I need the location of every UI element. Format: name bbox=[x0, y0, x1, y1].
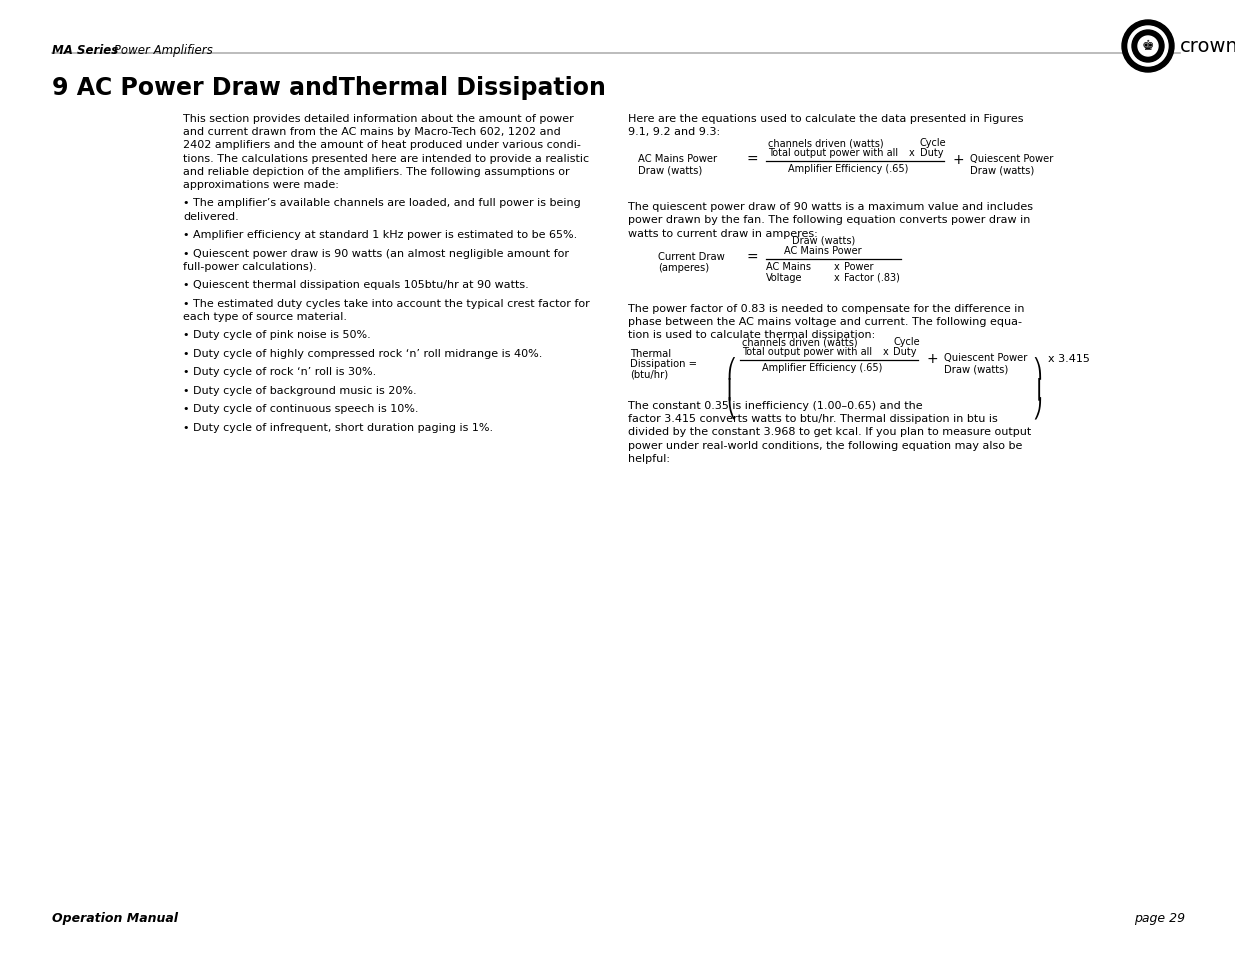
Text: delivered.: delivered. bbox=[183, 212, 238, 221]
Text: tions. The calculations presented here are intended to provide a realistic: tions. The calculations presented here a… bbox=[183, 153, 589, 163]
Text: helpful:: helpful: bbox=[629, 454, 671, 463]
Text: crown: crown bbox=[1179, 37, 1235, 56]
Text: channels driven (watts): channels driven (watts) bbox=[768, 138, 883, 148]
Text: ♚: ♚ bbox=[1141, 39, 1155, 53]
Text: Total output power with all: Total output power with all bbox=[768, 148, 898, 158]
Text: page 29: page 29 bbox=[1134, 911, 1186, 924]
Text: Draw (watts): Draw (watts) bbox=[944, 364, 1008, 374]
Text: 2402 amplifiers and the amount of heat produced under various condi-: 2402 amplifiers and the amount of heat p… bbox=[183, 140, 580, 151]
Text: The quiescent power draw of 90 watts is a maximum value and includes: The quiescent power draw of 90 watts is … bbox=[629, 202, 1032, 212]
Circle shape bbox=[1123, 21, 1174, 73]
Text: • Quiescent power draw is 90 watts (an almost negligible amount for: • Quiescent power draw is 90 watts (an a… bbox=[183, 249, 569, 258]
Text: Power: Power bbox=[844, 261, 873, 272]
Text: x: x bbox=[883, 347, 889, 356]
Text: • Duty cycle of continuous speech is 10%.: • Duty cycle of continuous speech is 10%… bbox=[183, 404, 419, 414]
Text: Amplifier Efficiency (.65): Amplifier Efficiency (.65) bbox=[762, 363, 882, 373]
Text: • The amplifier’s available channels are loaded, and full power is being: • The amplifier’s available channels are… bbox=[183, 198, 580, 209]
Text: x: x bbox=[834, 273, 840, 282]
Text: phase between the AC mains voltage and current. The following equa-: phase between the AC mains voltage and c… bbox=[629, 316, 1023, 327]
Text: Dissipation =: Dissipation = bbox=[630, 358, 697, 369]
Text: 9 AC Power Draw andThermal Dissipation: 9 AC Power Draw andThermal Dissipation bbox=[52, 76, 606, 100]
Text: divided by the constant 3.968 to get kcal. If you plan to measure output: divided by the constant 3.968 to get kca… bbox=[629, 427, 1031, 437]
Text: Power Amplifiers: Power Amplifiers bbox=[110, 44, 212, 57]
Text: • Duty cycle of infrequent, short duration paging is 1%.: • Duty cycle of infrequent, short durati… bbox=[183, 422, 493, 433]
Text: Amplifier Efficiency (.65): Amplifier Efficiency (.65) bbox=[788, 164, 909, 174]
Circle shape bbox=[1128, 27, 1168, 67]
Text: Duty: Duty bbox=[893, 347, 916, 356]
Text: ⎞
⎟
⎠: ⎞ ⎟ ⎠ bbox=[1032, 356, 1042, 419]
Text: Quiescent Power: Quiescent Power bbox=[969, 154, 1053, 164]
Text: =: = bbox=[746, 153, 757, 167]
Circle shape bbox=[1132, 30, 1165, 63]
Text: ⎛
⎜
⎝: ⎛ ⎜ ⎝ bbox=[726, 356, 736, 419]
Text: each type of source material.: each type of source material. bbox=[183, 312, 347, 322]
Text: Draw (watts): Draw (watts) bbox=[638, 165, 703, 175]
Text: x: x bbox=[834, 261, 840, 272]
Text: Operation Manual: Operation Manual bbox=[52, 911, 178, 924]
Text: Cycle: Cycle bbox=[893, 336, 920, 347]
Text: approximations were made:: approximations were made: bbox=[183, 180, 338, 190]
Text: • The estimated duty cycles take into account the typical crest factor for: • The estimated duty cycles take into ac… bbox=[183, 298, 590, 309]
Text: MA Series: MA Series bbox=[52, 44, 119, 57]
Text: (amperes): (amperes) bbox=[658, 262, 709, 273]
Text: Cycle: Cycle bbox=[920, 138, 946, 148]
Text: Current Draw: Current Draw bbox=[658, 252, 725, 261]
Text: x: x bbox=[909, 148, 915, 158]
Text: and reliable depiction of the amplifiers. The following assumptions or: and reliable depiction of the amplifiers… bbox=[183, 167, 569, 176]
Text: watts to current draw in amperes:: watts to current draw in amperes: bbox=[629, 229, 818, 238]
Text: • Duty cycle of background music is 20%.: • Duty cycle of background music is 20%. bbox=[183, 386, 416, 395]
Text: • Duty cycle of highly compressed rock ‘n’ roll midrange is 40%.: • Duty cycle of highly compressed rock ‘… bbox=[183, 349, 542, 358]
Text: Draw (watts): Draw (watts) bbox=[792, 235, 856, 245]
Text: Voltage: Voltage bbox=[766, 273, 803, 282]
Text: (btu/hr): (btu/hr) bbox=[630, 369, 668, 378]
Text: • Duty cycle of rock ‘n’ roll is 30%.: • Duty cycle of rock ‘n’ roll is 30%. bbox=[183, 367, 377, 377]
Text: +: + bbox=[952, 153, 963, 167]
Text: =: = bbox=[746, 251, 757, 264]
Text: AC Mains: AC Mains bbox=[766, 261, 811, 272]
Text: This section provides detailed information about the amount of power: This section provides detailed informati… bbox=[183, 113, 574, 124]
Text: • Duty cycle of pink noise is 50%.: • Duty cycle of pink noise is 50%. bbox=[183, 330, 370, 340]
Text: +: + bbox=[926, 352, 937, 366]
Text: Duty: Duty bbox=[920, 148, 944, 158]
Text: The power factor of 0.83 is needed to compensate for the difference in: The power factor of 0.83 is needed to co… bbox=[629, 303, 1025, 314]
Text: Draw (watts): Draw (watts) bbox=[969, 165, 1034, 175]
Text: • Quiescent thermal dissipation equals 105btu/hr at 90 watts.: • Quiescent thermal dissipation equals 1… bbox=[183, 280, 529, 290]
Text: Total output power with all: Total output power with all bbox=[742, 347, 872, 356]
Text: power under real-world conditions, the following equation may also be: power under real-world conditions, the f… bbox=[629, 440, 1023, 450]
Text: AC Mains Power: AC Mains Power bbox=[638, 154, 718, 164]
Text: channels driven (watts): channels driven (watts) bbox=[742, 336, 857, 347]
Text: Factor (.83): Factor (.83) bbox=[844, 273, 900, 282]
Text: full-power calculations).: full-power calculations). bbox=[183, 261, 316, 272]
Text: AC Mains Power: AC Mains Power bbox=[784, 245, 862, 255]
Text: factor 3.415 converts watts to btu/hr. Thermal dissipation in btu is: factor 3.415 converts watts to btu/hr. T… bbox=[629, 414, 998, 424]
Text: Quiescent Power: Quiescent Power bbox=[944, 353, 1028, 363]
Text: x 3.415: x 3.415 bbox=[1049, 354, 1089, 364]
Text: Here are the equations used to calculate the data presented in Figures: Here are the equations used to calculate… bbox=[629, 113, 1024, 124]
Text: The constant 0.35 is inefficiency (1.00–0.65) and the: The constant 0.35 is inefficiency (1.00–… bbox=[629, 400, 923, 411]
Text: and current drawn from the AC mains by Macro-Tech 602, 1202 and: and current drawn from the AC mains by M… bbox=[183, 127, 561, 137]
Text: tion is used to calculate thermal dissipation:: tion is used to calculate thermal dissip… bbox=[629, 330, 876, 339]
Text: Thermal: Thermal bbox=[630, 349, 671, 358]
Text: • Amplifier efficiency at standard 1 kHz power is estimated to be 65%.: • Amplifier efficiency at standard 1 kHz… bbox=[183, 230, 577, 240]
Text: power drawn by the fan. The following equation converts power draw in: power drawn by the fan. The following eq… bbox=[629, 215, 1030, 225]
Circle shape bbox=[1137, 37, 1158, 57]
Text: 9.1, 9.2 and 9.3:: 9.1, 9.2 and 9.3: bbox=[629, 127, 720, 137]
